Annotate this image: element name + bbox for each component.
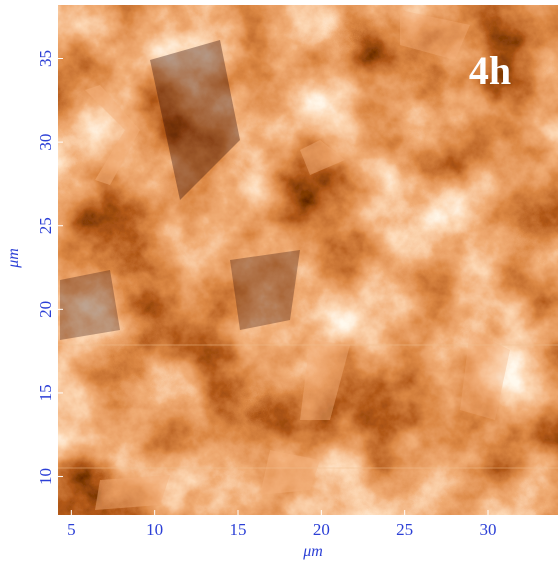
x-tick-label: 20 xyxy=(313,520,330,539)
annotation: 4h xyxy=(469,48,511,93)
y-tick-label: 20 xyxy=(36,301,55,318)
grain-highlight xyxy=(300,140,345,175)
grain-shadow xyxy=(150,40,240,200)
x-tick-label: 5 xyxy=(67,520,76,539)
grain-shadow xyxy=(60,270,120,340)
grain-highlight xyxy=(95,475,170,510)
y-tick-label: 10 xyxy=(36,468,55,485)
grain-highlight xyxy=(400,10,470,60)
grain-shadow xyxy=(230,250,300,330)
y-tick-label: 30 xyxy=(36,134,55,151)
y-tick-label: 35 xyxy=(36,50,55,67)
x-axis-label: μm xyxy=(302,543,323,560)
grain-highlight xyxy=(85,85,140,185)
x-tick-label: 10 xyxy=(146,520,163,539)
afm-image xyxy=(58,5,558,515)
x-tick-label: 15 xyxy=(230,520,247,539)
grain-highlight xyxy=(460,330,510,420)
image-texture xyxy=(58,5,558,515)
y-axis-label: μm xyxy=(5,248,22,269)
grain-highlight xyxy=(300,340,350,420)
y-tick-label: 25 xyxy=(36,217,55,234)
grain-highlight xyxy=(260,450,320,495)
x-tick-label: 30 xyxy=(480,520,497,539)
x-tick-label: 25 xyxy=(396,520,413,539)
y-tick-label: 15 xyxy=(36,384,55,401)
